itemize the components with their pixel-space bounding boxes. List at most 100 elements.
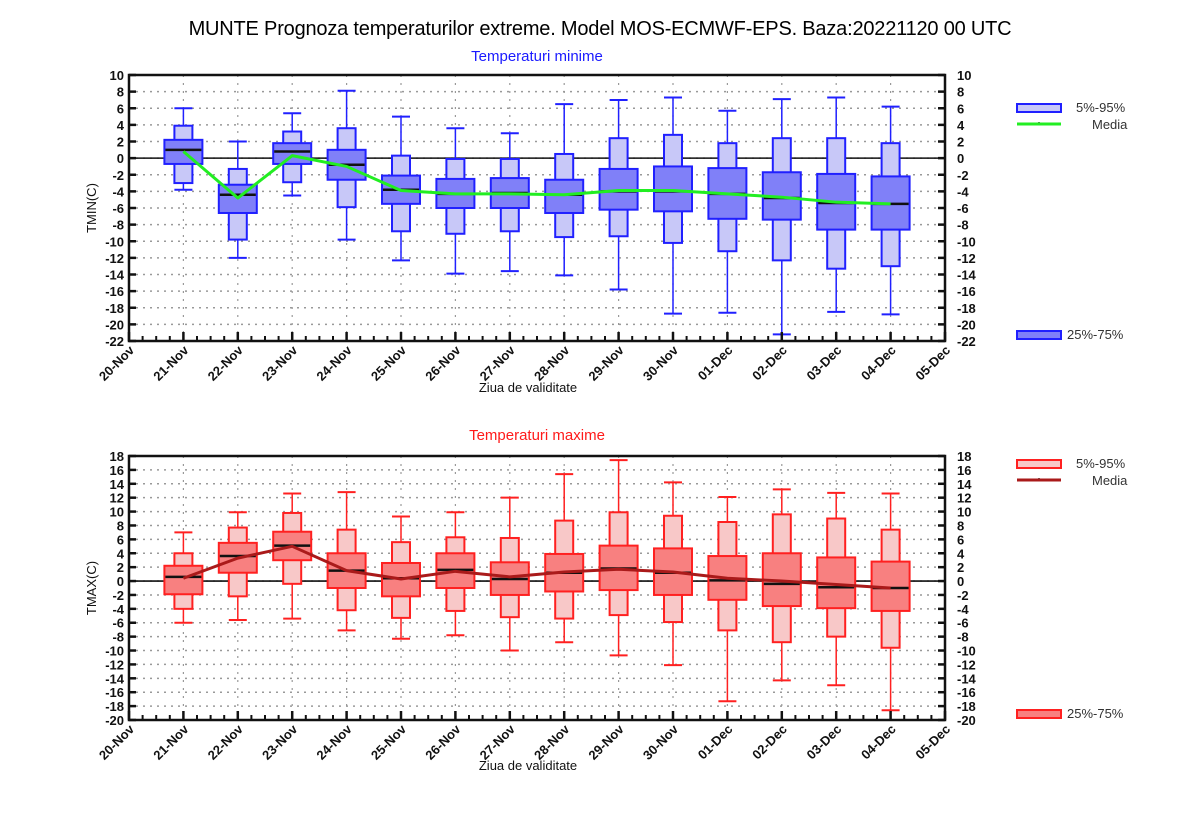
y-tick-label-left: -8 (112, 218, 124, 233)
y-tick-label-left: 10 (110, 505, 124, 520)
y-tick-label-right: 6 (957, 532, 964, 547)
y-tick-label-right: 0 (957, 574, 964, 589)
legend: 5%-95% Media 25%-75% (1016, 100, 1128, 342)
mean-series-line (182, 544, 891, 590)
y-tick-label-left: 0 (117, 574, 124, 589)
x-tick-label: 23-Nov (259, 342, 301, 384)
y-tick-label-left: -16 (105, 284, 124, 299)
y-tick-label-right: -10 (957, 234, 976, 249)
box-25-75 (653, 165, 693, 213)
y-tick-label-right: -4 (957, 184, 969, 199)
x-tick-label: 30-Nov (640, 342, 682, 384)
y-tick-label-left: 8 (117, 85, 124, 100)
y-tick-label-left: 2 (117, 560, 124, 575)
y-tick-label-right: 10 (957, 505, 971, 520)
x-tick-label: 30-Nov (640, 721, 682, 763)
x-tick-label: 03-Dec (804, 343, 845, 384)
y-tick-label-right: 8 (957, 85, 964, 100)
y-tick-label-left: -16 (105, 685, 124, 700)
box-25-75 (217, 541, 258, 574)
y-tick-label-right: 6 (957, 101, 964, 116)
y-tick-label-right: -14 (957, 671, 977, 686)
chart-subtitle: Temperaturi minime (471, 48, 603, 65)
box-29-Nov (598, 459, 639, 657)
y-tick-label-right: 4 (957, 118, 965, 133)
x-tick-label: 25-Nov (368, 721, 410, 763)
y-tick-label-right: -12 (957, 657, 976, 672)
y-tick-label-left: -8 (112, 630, 124, 645)
y-tick-label-right: -14 (957, 268, 977, 283)
box-03-Dec (816, 96, 857, 313)
box-27-Nov (489, 132, 530, 273)
x-tick-label: 02-Dec (749, 722, 790, 763)
legend-label-mean: Media (1092, 473, 1128, 488)
y-tick-label-right: 14 (957, 477, 972, 492)
y-tick-label-left: -12 (105, 657, 124, 672)
box-04-Dec (870, 105, 911, 316)
x-tick-label: 22-Nov (205, 342, 247, 384)
y-tick-label-left: -4 (112, 184, 124, 199)
y-tick-label-left: -22 (105, 334, 124, 349)
box-01-Dec (707, 495, 748, 703)
y-tick-label-left: -6 (112, 616, 124, 631)
box-28-Nov (544, 103, 585, 277)
y-tick-label-left: -10 (105, 644, 124, 659)
box-30-Nov (653, 96, 693, 315)
mean-series-line (182, 150, 891, 206)
box-25-Nov (381, 115, 421, 262)
x-tick-label: 29-Nov (585, 342, 627, 384)
x-tick-label: 27-Nov (477, 342, 519, 384)
y-tick-label-left: 4 (117, 546, 125, 561)
box-21-Nov (163, 531, 204, 624)
box-04-Dec (870, 492, 911, 712)
y-tick-label-left: -14 (105, 671, 125, 686)
y-tick-label-left: 18 (110, 449, 124, 464)
y-tick-label-right: 8 (957, 518, 964, 533)
y-tick-label-left: -18 (105, 301, 124, 316)
x-tick-label: 21-Nov (150, 721, 192, 763)
box-03-Dec (816, 491, 857, 687)
box-25-75 (544, 178, 585, 214)
x-tick-label: 26-Nov (422, 342, 464, 384)
y-tick-label-left: 10 (110, 68, 124, 83)
legend-label-mean: Media (1092, 117, 1128, 132)
x-tick-label: 01-Dec (695, 722, 736, 763)
legend-swatch-5-95 (1016, 103, 1062, 113)
y-tick-label-left: -4 (112, 602, 124, 617)
y-tick-label-left: 12 (110, 491, 124, 506)
x-tick-label: 24-Nov (313, 342, 355, 384)
y-tick-label-left: -2 (112, 168, 124, 183)
legend-swatch-5-95 (1016, 459, 1062, 469)
box-25-75 (272, 142, 313, 165)
box-01-Dec (707, 109, 748, 314)
y-tick-label-right: -2 (957, 168, 969, 183)
y-tick-label-right: 18 (957, 449, 971, 464)
x-tick-label: 24-Nov (313, 721, 355, 763)
y-tick-label-right: 2 (957, 560, 964, 575)
y-tick-label-left: -18 (105, 699, 124, 714)
box-02-Dec (761, 98, 802, 336)
x-tick-label: 03-Dec (804, 722, 845, 763)
box-22-Nov (217, 140, 258, 259)
y-tick-label-right: -6 (957, 616, 969, 631)
y-tick-label-right: 12 (957, 491, 971, 506)
x-tick-label: 23-Nov (259, 721, 301, 763)
y-tick-label-right: 10 (957, 68, 971, 83)
box-23-Nov (272, 492, 313, 620)
box-28-Nov (544, 473, 585, 644)
y-tick-label-right: -16 (957, 284, 976, 299)
legend-swatch-25-75 (1016, 330, 1062, 340)
x-tick-label: 22-Nov (205, 721, 247, 763)
x-tick-label: 04-Dec (858, 722, 899, 763)
y-tick-label-left: -6 (112, 201, 124, 216)
y-tick-label-right: -12 (957, 251, 976, 266)
y-tick-label-right: -22 (957, 334, 976, 349)
y-tick-label-left: -10 (105, 234, 124, 249)
y-tick-label-right: -18 (957, 301, 976, 316)
legend-label-5-95: 5%-95% (1076, 100, 1126, 115)
y-tick-label-right: -8 (957, 218, 969, 233)
y-tick-label-right: -4 (957, 602, 969, 617)
y-tick-label-right: -10 (957, 644, 976, 659)
